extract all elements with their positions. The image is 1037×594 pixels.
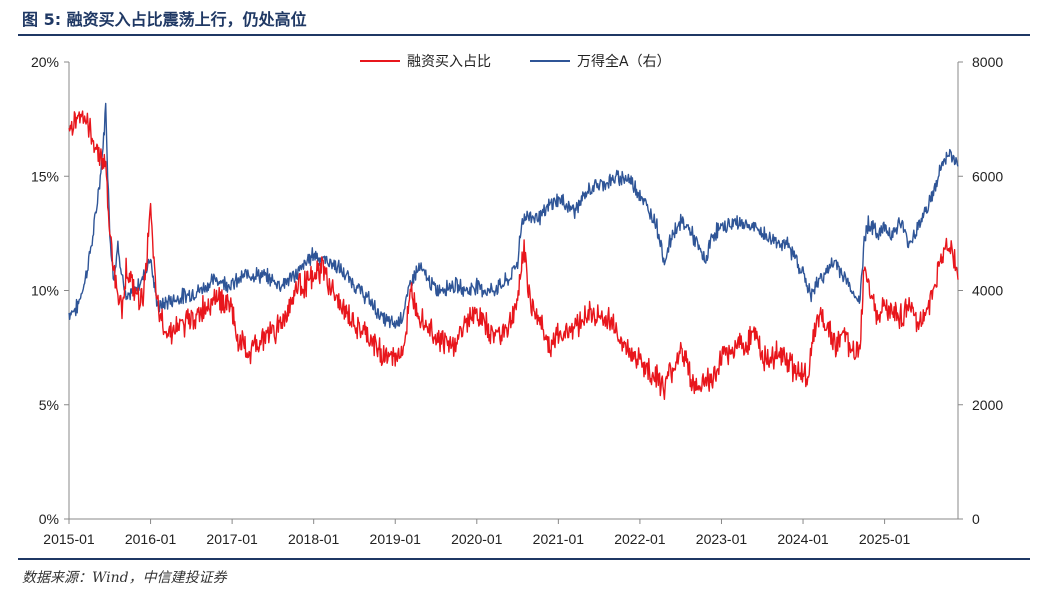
chart: 0% 5% 10% 15% 20% 0 2000 4000 6000 8000 2015-01 201… xyxy=(31,53,1003,547)
x-tick-label: 2023-01 xyxy=(696,531,748,547)
right-tick-label: 8000 xyxy=(972,54,1003,70)
legend-label-margin: 融资买入占比 xyxy=(407,54,491,70)
x-tick-label: 2016-01 xyxy=(125,531,177,547)
x-tick-label: 2022-01 xyxy=(614,531,666,547)
left-tick-label: 15% xyxy=(31,168,59,184)
x-tick-label: 2024-01 xyxy=(777,531,829,547)
left-tick-label: 5% xyxy=(39,397,59,413)
chart-legend: 融资买入占比 万得全A（右） xyxy=(360,53,671,70)
right-tick-label: 2000 xyxy=(972,397,1003,413)
x-tick-label: 2021-01 xyxy=(533,531,585,547)
right-tick-label: 0 xyxy=(972,511,980,527)
figure-title: 图 5: 融资买入占比震荡上行，仍处高位 xyxy=(22,10,307,29)
left-tick-label: 10% xyxy=(31,283,59,299)
margin-series xyxy=(68,110,959,400)
bottom-divider xyxy=(18,558,1030,560)
x-tick-label: 2017-01 xyxy=(206,531,258,547)
x-tick-label: 2020-01 xyxy=(451,531,503,547)
left-tick-label: 20% xyxy=(31,54,59,70)
index-series xyxy=(68,102,959,329)
right-tick-label: 6000 xyxy=(972,168,1003,184)
source-note: 数据来源：Wind，中信建投证券 xyxy=(22,570,227,586)
x-tick-label: 2025-01 xyxy=(859,531,911,547)
legend-label-index: 万得全A（右） xyxy=(577,53,671,70)
left-tick-label: 0% xyxy=(39,511,59,527)
right-tick-label: 4000 xyxy=(972,283,1003,299)
top-divider xyxy=(18,34,1030,36)
x-tick-label: 2018-01 xyxy=(288,531,340,547)
chart-axes: 0% 5% 10% 15% 20% 0 2000 4000 6000 8000 2015-01 201… xyxy=(31,54,1003,547)
index-line xyxy=(68,102,959,329)
x-tick-label: 2019-01 xyxy=(370,531,422,547)
margin-ratio-line xyxy=(68,110,959,400)
x-tick-label: 2015-01 xyxy=(43,531,95,547)
